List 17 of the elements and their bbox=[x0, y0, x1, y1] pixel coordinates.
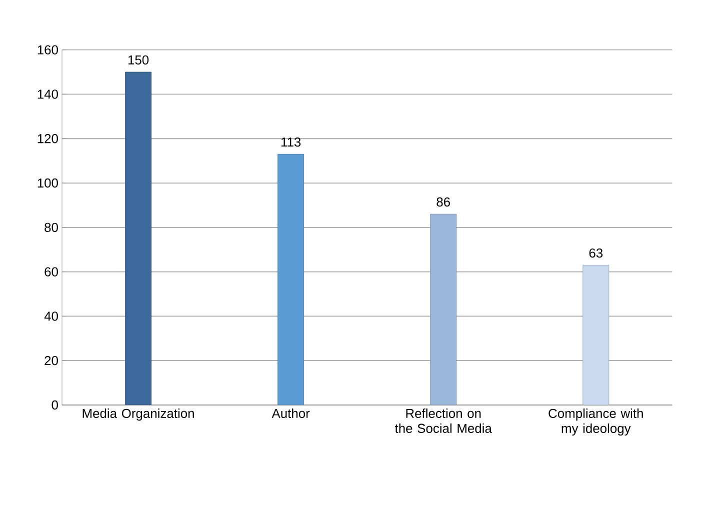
y-tick-label: 160 bbox=[38, 45, 58, 54]
x-tick-label: Author bbox=[272, 408, 310, 418]
y-tick-label: 40 bbox=[44, 312, 58, 321]
data-label: 113 bbox=[281, 137, 301, 147]
y-tick-label: 80 bbox=[44, 222, 58, 232]
data-label: 63 bbox=[589, 248, 603, 258]
y-tick-label: 0 bbox=[52, 400, 58, 410]
x-tick-label: Media Organization bbox=[82, 408, 194, 421]
y-tick-label: 20 bbox=[44, 356, 58, 366]
data-label: 150 bbox=[128, 55, 149, 65]
y-tick-label: 100 bbox=[38, 178, 58, 188]
y-tick-label: 60 bbox=[44, 267, 58, 276]
y-tick-label: 140 bbox=[38, 90, 58, 99]
x-tick-label: Compliance with my ideology bbox=[548, 408, 643, 436]
data-label: 86 bbox=[436, 197, 450, 207]
y-tick-label: 120 bbox=[38, 134, 58, 144]
x-tick-label: Reflection on the Social Media bbox=[394, 408, 492, 433]
